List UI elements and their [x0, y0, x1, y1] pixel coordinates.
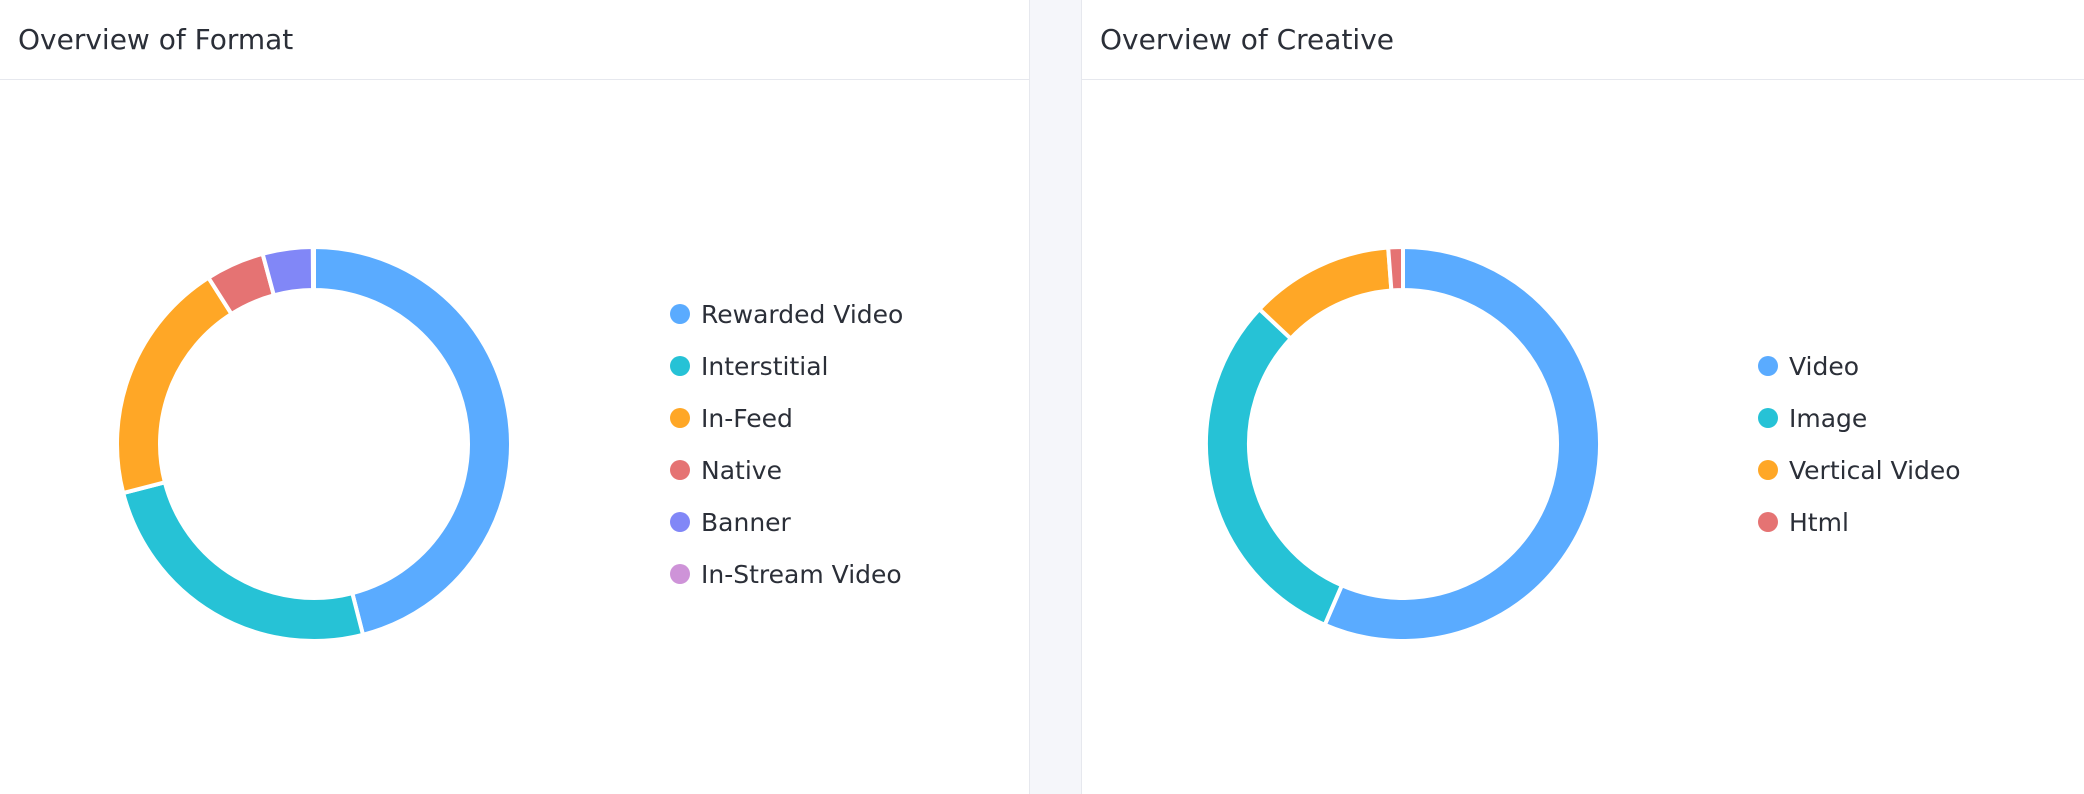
- slice-interstitial[interactable]: [121, 480, 365, 643]
- format-panel-title: Overview of Format: [0, 0, 1029, 80]
- legend-label: Html: [1789, 507, 1849, 537]
- legend-color-dot: [1758, 408, 1778, 428]
- legend-item-interstitial[interactable]: Interstitial: [670, 340, 903, 392]
- legend-item-rewarded-video[interactable]: Rewarded Video: [670, 288, 903, 340]
- legend-label: Video: [1789, 351, 1860, 381]
- legend-label: In-Feed: [701, 403, 793, 433]
- legend-item-vertical-video[interactable]: Vertical Video: [1758, 444, 1961, 496]
- slice-vertical-video[interactable]: [1257, 245, 1394, 341]
- slice-video[interactable]: [1322, 245, 1602, 643]
- legend-item-image[interactable]: Image: [1758, 392, 1961, 444]
- creative-donut-chart: [1204, 245, 1602, 643]
- legend-color-dot: [670, 460, 690, 480]
- legend-item-html[interactable]: Html: [1758, 496, 1961, 548]
- legend-color-dot: [1758, 512, 1778, 532]
- legend-item-banner[interactable]: Banner: [670, 496, 903, 548]
- legend-item-in-stream-video[interactable]: In-Stream Video: [670, 548, 903, 600]
- legend-item-video[interactable]: Video: [1758, 340, 1961, 392]
- legend-color-dot: [1758, 356, 1778, 376]
- format-panel: Overview of Format Rewarded Video Interst…: [0, 0, 1030, 794]
- format-donut-chart: [115, 245, 513, 643]
- legend-label: Vertical Video: [1789, 455, 1961, 485]
- slice-rewarded-video[interactable]: [312, 245, 513, 637]
- legend-color-dot: [670, 304, 690, 324]
- legend-color-dot: [670, 408, 690, 428]
- slice-html[interactable]: [1386, 245, 1405, 293]
- slice-in-feed[interactable]: [115, 275, 234, 495]
- legend-color-dot: [670, 564, 690, 584]
- slice-image[interactable]: [1204, 307, 1344, 627]
- creative-panel: Overview of Creative Video Image Vertical …: [1081, 0, 2084, 794]
- legend-label: Interstitial: [701, 351, 829, 381]
- legend-label: Image: [1789, 403, 1868, 433]
- legend-item-in-feed[interactable]: In-Feed: [670, 392, 903, 444]
- creative-legend: Video Image Vertical Video Html: [1758, 340, 1961, 548]
- legend-item-native[interactable]: Native: [670, 444, 903, 496]
- legend-label: Native: [701, 455, 782, 485]
- legend-color-dot: [1758, 460, 1778, 480]
- legend-color-dot: [670, 512, 690, 532]
- legend-label: Banner: [701, 507, 791, 537]
- creative-panel-title: Overview of Creative: [1082, 0, 2084, 80]
- slice-banner[interactable]: [260, 245, 316, 298]
- format-legend: Rewarded Video Interstitial In-Feed Native B…: [670, 288, 903, 600]
- legend-label: In-Stream Video: [701, 559, 902, 589]
- legend-label: Rewarded Video: [701, 299, 904, 329]
- legend-color-dot: [670, 356, 690, 376]
